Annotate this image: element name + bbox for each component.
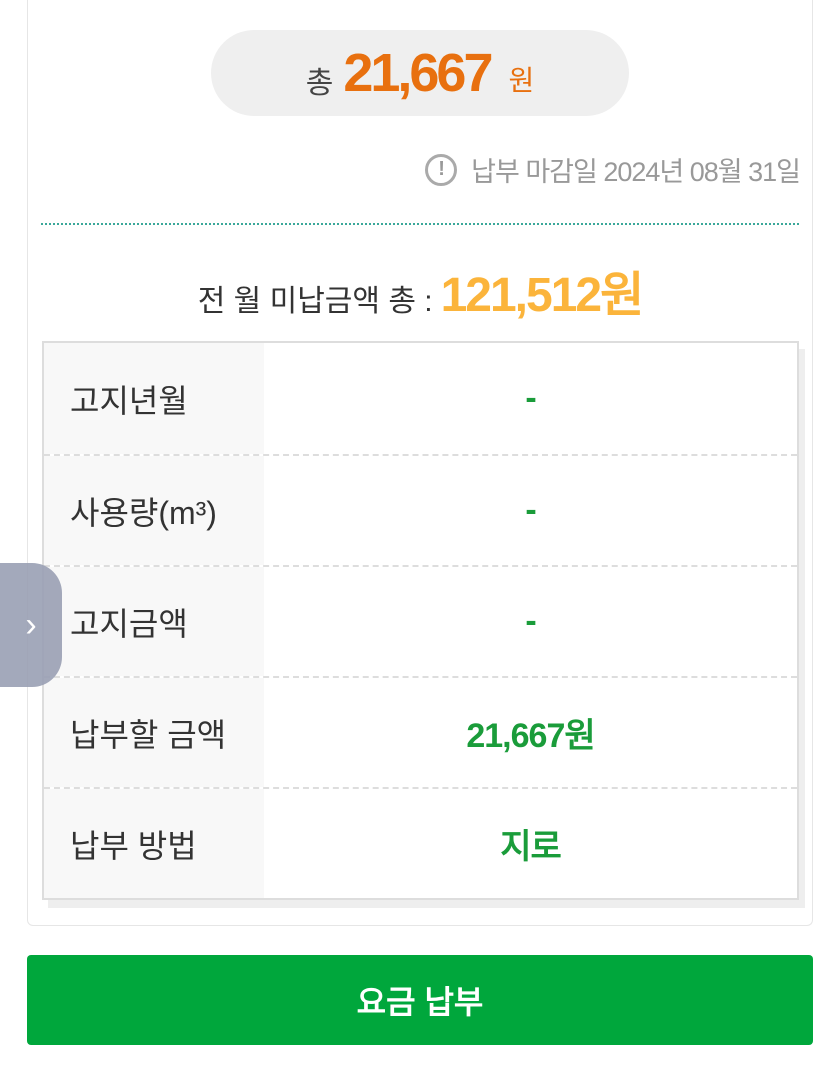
chevron-right-icon: › <box>25 605 37 644</box>
table-row: 납부 방법 지로 <box>44 787 797 898</box>
total-amount: 21,667 <box>343 43 493 103</box>
deadline-text: 납부 마감일 2024년 08월 31일 <box>471 157 801 187</box>
table-row: 사용량(m³) - <box>44 454 797 565</box>
row-label: 사용량(m³) <box>44 456 264 565</box>
table-row: 고지년월 - <box>44 343 797 454</box>
payment-deadline: ! 납부 마감일 2024년 08월 31일 <box>425 150 801 189</box>
table-row: 고지금액 - <box>44 565 797 676</box>
row-value: - <box>525 491 536 529</box>
total-prefix: 총 <box>305 67 334 100</box>
row-label: 고지년월 <box>44 343 264 454</box>
row-value: 지로 <box>500 828 562 866</box>
unpaid-label: 전 월 미납금액 총 : <box>197 285 433 318</box>
divider <box>41 223 799 225</box>
row-label: 고지금액 <box>44 567 264 676</box>
row-value: - <box>525 602 536 640</box>
exclamation-circle-icon: ! <box>425 153 458 186</box>
pay-bill-button[interactable]: 요금 납부 <box>27 955 813 1045</box>
row-label: 납부 방법 <box>44 789 264 898</box>
unpaid-value: 121,512원 <box>440 269 645 322</box>
side-panel-toggle[interactable]: › <box>0 563 62 687</box>
row-value: 21,667원 <box>466 717 595 755</box>
previous-unpaid: 전 월 미납금액 총 :121,512원 <box>0 255 840 325</box>
bill-details-table: 고지년월 - 사용량(m³) - 고지금액 - 납부할 금액 21,667원 납부 방법… <box>42 341 799 900</box>
table-row: 납부할 금액 21,667원 <box>44 676 797 787</box>
row-label: 납부할 금액 <box>44 678 264 787</box>
total-amount-pill: 총 21,667 원 <box>211 30 629 116</box>
total-unit: 원 <box>508 65 535 96</box>
row-value: - <box>525 379 536 417</box>
